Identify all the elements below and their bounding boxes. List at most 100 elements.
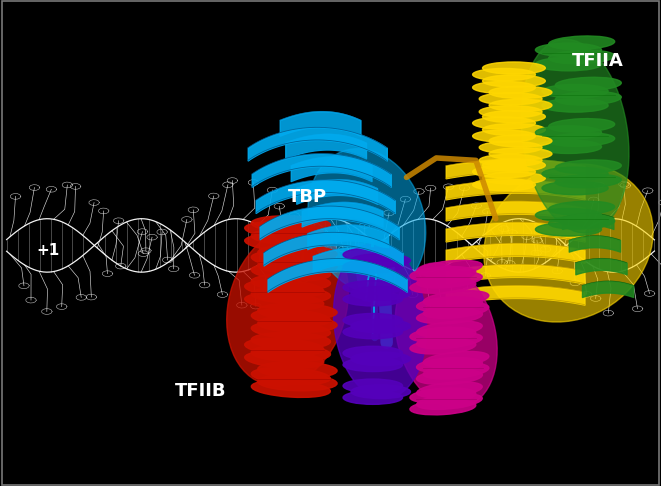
- Ellipse shape: [555, 174, 621, 188]
- Ellipse shape: [258, 374, 337, 391]
- Ellipse shape: [343, 325, 403, 339]
- Ellipse shape: [251, 380, 330, 398]
- Ellipse shape: [416, 260, 483, 276]
- Ellipse shape: [334, 243, 426, 399]
- Ellipse shape: [489, 135, 552, 147]
- Ellipse shape: [549, 133, 615, 146]
- Ellipse shape: [483, 75, 545, 87]
- Ellipse shape: [549, 119, 615, 132]
- Ellipse shape: [479, 106, 542, 118]
- Ellipse shape: [227, 226, 348, 386]
- Ellipse shape: [410, 339, 476, 354]
- Ellipse shape: [416, 358, 483, 373]
- Ellipse shape: [535, 208, 602, 222]
- Ellipse shape: [535, 57, 602, 71]
- Ellipse shape: [542, 99, 608, 112]
- Ellipse shape: [251, 332, 330, 349]
- Ellipse shape: [251, 263, 330, 281]
- Ellipse shape: [258, 258, 337, 274]
- Ellipse shape: [549, 201, 615, 215]
- Ellipse shape: [251, 322, 330, 339]
- Ellipse shape: [423, 291, 489, 307]
- Ellipse shape: [549, 215, 615, 229]
- Ellipse shape: [423, 363, 489, 379]
- Ellipse shape: [473, 179, 535, 191]
- Ellipse shape: [542, 181, 608, 195]
- Ellipse shape: [473, 166, 535, 178]
- Ellipse shape: [479, 93, 542, 105]
- Ellipse shape: [258, 316, 337, 332]
- Ellipse shape: [258, 245, 337, 261]
- Ellipse shape: [416, 297, 483, 312]
- Ellipse shape: [258, 303, 337, 320]
- Ellipse shape: [351, 254, 410, 267]
- Text: TFIIA: TFIIA: [572, 52, 623, 70]
- Ellipse shape: [416, 309, 483, 324]
- Ellipse shape: [251, 345, 330, 362]
- Ellipse shape: [395, 263, 497, 408]
- Ellipse shape: [489, 148, 552, 160]
- Ellipse shape: [245, 234, 324, 252]
- Ellipse shape: [423, 351, 489, 367]
- Ellipse shape: [535, 140, 602, 154]
- Ellipse shape: [251, 251, 330, 268]
- Ellipse shape: [542, 167, 608, 180]
- Text: TFIIB: TFIIB: [175, 382, 227, 400]
- Ellipse shape: [258, 362, 337, 378]
- Ellipse shape: [251, 287, 330, 303]
- Ellipse shape: [245, 293, 324, 310]
- Ellipse shape: [410, 388, 476, 403]
- Ellipse shape: [416, 369, 483, 384]
- Ellipse shape: [245, 351, 324, 368]
- Ellipse shape: [473, 82, 535, 93]
- Ellipse shape: [473, 69, 535, 81]
- Ellipse shape: [343, 346, 403, 360]
- Ellipse shape: [343, 293, 403, 306]
- Ellipse shape: [351, 319, 410, 333]
- Ellipse shape: [308, 149, 426, 294]
- Ellipse shape: [483, 172, 545, 184]
- Ellipse shape: [535, 126, 602, 139]
- Ellipse shape: [410, 327, 476, 343]
- Ellipse shape: [542, 85, 608, 98]
- Ellipse shape: [410, 399, 476, 415]
- Ellipse shape: [245, 280, 324, 297]
- Ellipse shape: [549, 36, 615, 50]
- Ellipse shape: [416, 272, 483, 288]
- Ellipse shape: [410, 278, 476, 294]
- Ellipse shape: [555, 160, 621, 174]
- Ellipse shape: [483, 159, 545, 172]
- Ellipse shape: [343, 260, 403, 273]
- Ellipse shape: [251, 309, 330, 327]
- Ellipse shape: [479, 155, 542, 166]
- Ellipse shape: [245, 338, 324, 356]
- Ellipse shape: [245, 222, 324, 239]
- Ellipse shape: [251, 274, 330, 291]
- Ellipse shape: [483, 62, 545, 74]
- Ellipse shape: [483, 123, 545, 136]
- Ellipse shape: [483, 110, 545, 122]
- Ellipse shape: [343, 280, 403, 294]
- Ellipse shape: [473, 130, 535, 142]
- Ellipse shape: [351, 286, 410, 300]
- Ellipse shape: [535, 43, 602, 56]
- Ellipse shape: [343, 358, 403, 371]
- Text: TBP: TBP: [288, 188, 327, 206]
- Ellipse shape: [251, 216, 330, 232]
- Ellipse shape: [416, 382, 483, 398]
- Ellipse shape: [535, 223, 602, 236]
- Ellipse shape: [410, 266, 476, 282]
- Ellipse shape: [521, 39, 629, 233]
- Ellipse shape: [351, 385, 410, 399]
- Ellipse shape: [416, 321, 483, 337]
- Ellipse shape: [251, 228, 330, 245]
- Ellipse shape: [416, 394, 483, 409]
- Ellipse shape: [351, 352, 410, 365]
- Ellipse shape: [423, 302, 489, 318]
- Text: +1: +1: [36, 243, 59, 258]
- Ellipse shape: [343, 313, 403, 327]
- Ellipse shape: [484, 164, 653, 322]
- Ellipse shape: [343, 248, 403, 261]
- Ellipse shape: [343, 379, 403, 393]
- Ellipse shape: [555, 91, 621, 105]
